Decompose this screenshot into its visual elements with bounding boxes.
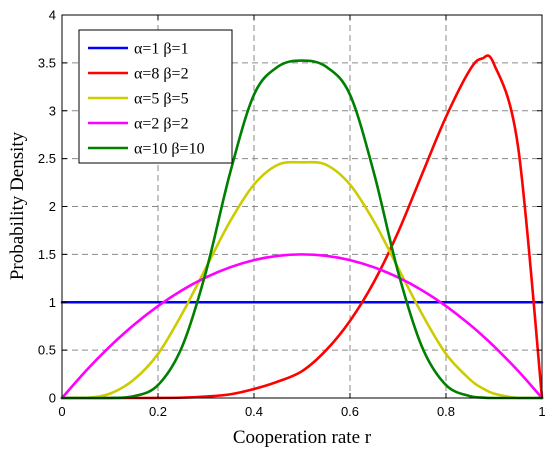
legend-label-4: α=2 β=2	[134, 116, 189, 133]
y-tick-label: 1	[49, 295, 56, 310]
y-tick-label: 3	[49, 103, 56, 118]
legend-label-2: α=8 β=2	[134, 66, 189, 83]
series-line-3	[60, 160, 544, 400]
y-tick-label: 1.5	[38, 247, 56, 262]
legend: α=1 β=1 α=8 β=2 α=5 β=5 α=2 β=2 α=10 β=10	[78, 29, 233, 164]
legend-label-3: α=5 β=5	[134, 91, 189, 108]
y-tick-label: 0	[49, 391, 56, 406]
series-line-5	[60, 59, 544, 400]
axis-ticks: 0 0.2 0.4 0.6 0.8 1 0 0.5 1 1.5 2 2.5 3 3.5 4	[38, 8, 546, 420]
x-tick-label: 0.8	[437, 404, 455, 419]
y-axis-title: Probability Density	[7, 131, 28, 280]
legend-label-1: α=1 β=1	[134, 41, 189, 58]
x-tick-label: 1	[538, 404, 545, 419]
y-tick-label: 4	[49, 8, 56, 23]
x-tick-label: 0	[58, 404, 65, 419]
series-line-4	[60, 253, 544, 400]
x-tick-label: 0.2	[149, 404, 167, 419]
y-tick-label: 0.5	[38, 343, 56, 358]
x-tick-label: 0.6	[341, 404, 359, 419]
y-tick-label: 2.5	[38, 151, 56, 166]
x-tick-label: 0.4	[245, 404, 263, 419]
legend-box	[78, 29, 233, 164]
x-axis-title: Cooperation rate r	[233, 427, 372, 448]
y-tick-label: 3.5	[38, 55, 56, 70]
legend-label-5: α=10 β=10	[134, 141, 205, 158]
y-tick-label: 2	[49, 199, 56, 214]
